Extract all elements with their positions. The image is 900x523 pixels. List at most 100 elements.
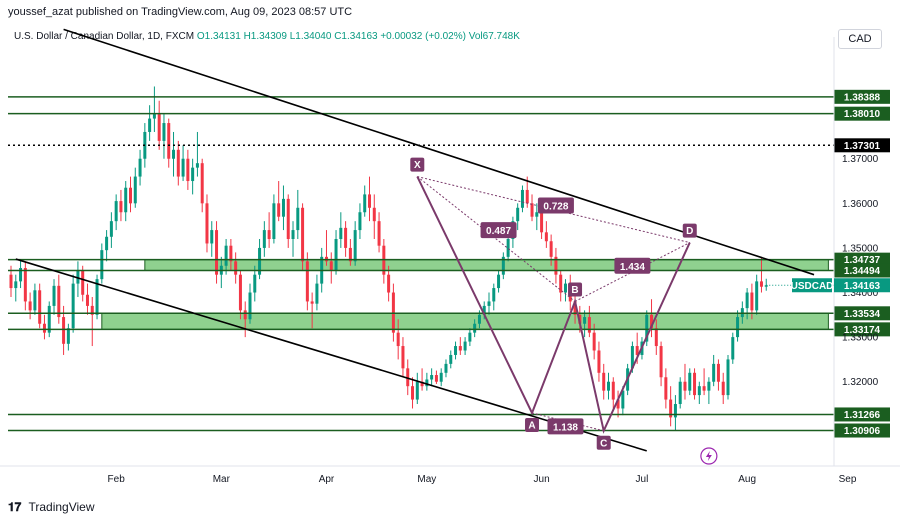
candle-body: [463, 341, 467, 351]
candle-body: [406, 368, 410, 387]
harmonic-path: [416, 176, 691, 434]
currency-button[interactable]: CAD: [838, 29, 882, 49]
top-bar: youssef_azat published on TradingView.co…: [0, 0, 900, 24]
candle-body: [186, 158, 190, 182]
candle-body: [688, 372, 692, 391]
price-tick-extra-0: 1.37000: [842, 154, 879, 165]
candle-body: [721, 381, 725, 396]
candle-body: [339, 227, 343, 240]
level-tag-bg-3: [834, 252, 890, 267]
candle-body: [396, 332, 400, 347]
candle-body: [210, 230, 214, 244]
candle-body: [66, 328, 70, 344]
candle-body: [411, 386, 415, 400]
candles-layer: [9, 86, 768, 431]
candle-body: [119, 201, 123, 213]
ratio-0-bg: [480, 222, 517, 239]
candle-body: [731, 337, 735, 360]
candle-body: [654, 328, 658, 347]
candle-body: [368, 194, 371, 208]
candle-body: [234, 261, 238, 275]
ratio-1-bg: [537, 197, 574, 214]
point-B-label: B: [571, 285, 578, 296]
candle-body: [253, 274, 257, 293]
footer-brand[interactable]: TradingView: [28, 500, 95, 514]
candle-body: [353, 230, 357, 262]
candle-body: [363, 194, 367, 213]
volume-value: Vol67.748K: [468, 31, 520, 42]
tradingview-logo-icon[interactable]: 𝟏𝟕: [8, 500, 22, 514]
candle-body: [62, 317, 66, 344]
candle-body: [200, 163, 204, 204]
candle-body: [224, 245, 228, 266]
candle-body: [291, 230, 295, 240]
level-tag-bg-5: [834, 306, 890, 321]
symbol-title[interactable]: U.S. Dollar / Canadian Dollar, 1D, FXCM: [14, 31, 195, 42]
candle-body: [630, 346, 634, 369]
point-C-label: C: [600, 438, 607, 449]
candle-body: [587, 317, 591, 333]
levels-layer: [8, 96, 834, 432]
candle-body: [454, 346, 458, 355]
candle-body: [81, 270, 85, 295]
candle-body: [607, 381, 610, 391]
candle-body: [100, 250, 104, 280]
ratio-0-label: 0.487: [486, 226, 511, 237]
candle-body: [702, 386, 706, 391]
candle-body: [19, 267, 23, 282]
candle-body: [602, 372, 606, 391]
point-C-bg: [596, 435, 611, 450]
ratio-3-bg: [547, 418, 584, 435]
candle-body: [468, 332, 472, 342]
candle-body: [755, 281, 759, 311]
footer: 𝟏𝟕 TradingView: [8, 500, 95, 515]
candle-body: [148, 118, 152, 132]
candle-body: [109, 221, 113, 237]
candle-body: [673, 404, 677, 418]
level-tag-bg-8: [834, 423, 890, 438]
lightning-bolt: [705, 451, 712, 461]
candle-body: [678, 381, 682, 405]
candle-body: [707, 381, 711, 391]
candle-body: [635, 346, 639, 355]
point-D-bg: [682, 223, 697, 238]
candle-body: [57, 285, 61, 318]
zone-1: [101, 312, 829, 330]
level-tag-text-7: 1.31266: [844, 410, 881, 421]
candle-body: [157, 114, 161, 141]
candle-body: [329, 261, 333, 271]
point-A-label: A: [528, 420, 535, 431]
time-tick-2: Apr: [319, 474, 335, 485]
candle-body: [425, 379, 429, 387]
ratio-2-bg: [614, 257, 651, 274]
candle-body: [243, 310, 247, 320]
zone-0: [144, 259, 829, 271]
candle-body: [195, 163, 199, 168]
candle-body: [530, 203, 534, 217]
harmonic-ratio-line-0: [416, 176, 576, 302]
candle-body: [726, 359, 730, 396]
candle-body: [176, 149, 180, 177]
candle-body: [162, 123, 166, 141]
candle-body: [736, 317, 740, 338]
level-tag-text-6: 1.33174: [844, 325, 881, 336]
candle-body: [506, 239, 510, 257]
candle-body: [28, 301, 32, 311]
candle-body: [14, 281, 18, 289]
point-D-label: D: [686, 226, 693, 237]
candle-body: [229, 245, 233, 262]
candle-body: [525, 189, 529, 204]
level-tag-bg-0: [834, 89, 890, 104]
candle-body: [415, 381, 419, 400]
candle-body: [616, 399, 620, 409]
ratio-3-label: 1.138: [553, 422, 578, 433]
candle-body: [611, 381, 615, 400]
level-tag-bg-2: [834, 138, 890, 153]
candle-body: [487, 301, 491, 306]
candle-body: [85, 294, 89, 306]
candle-body: [583, 317, 587, 324]
candle-body: [745, 292, 749, 309]
time-tick-7: Sep: [839, 474, 857, 485]
